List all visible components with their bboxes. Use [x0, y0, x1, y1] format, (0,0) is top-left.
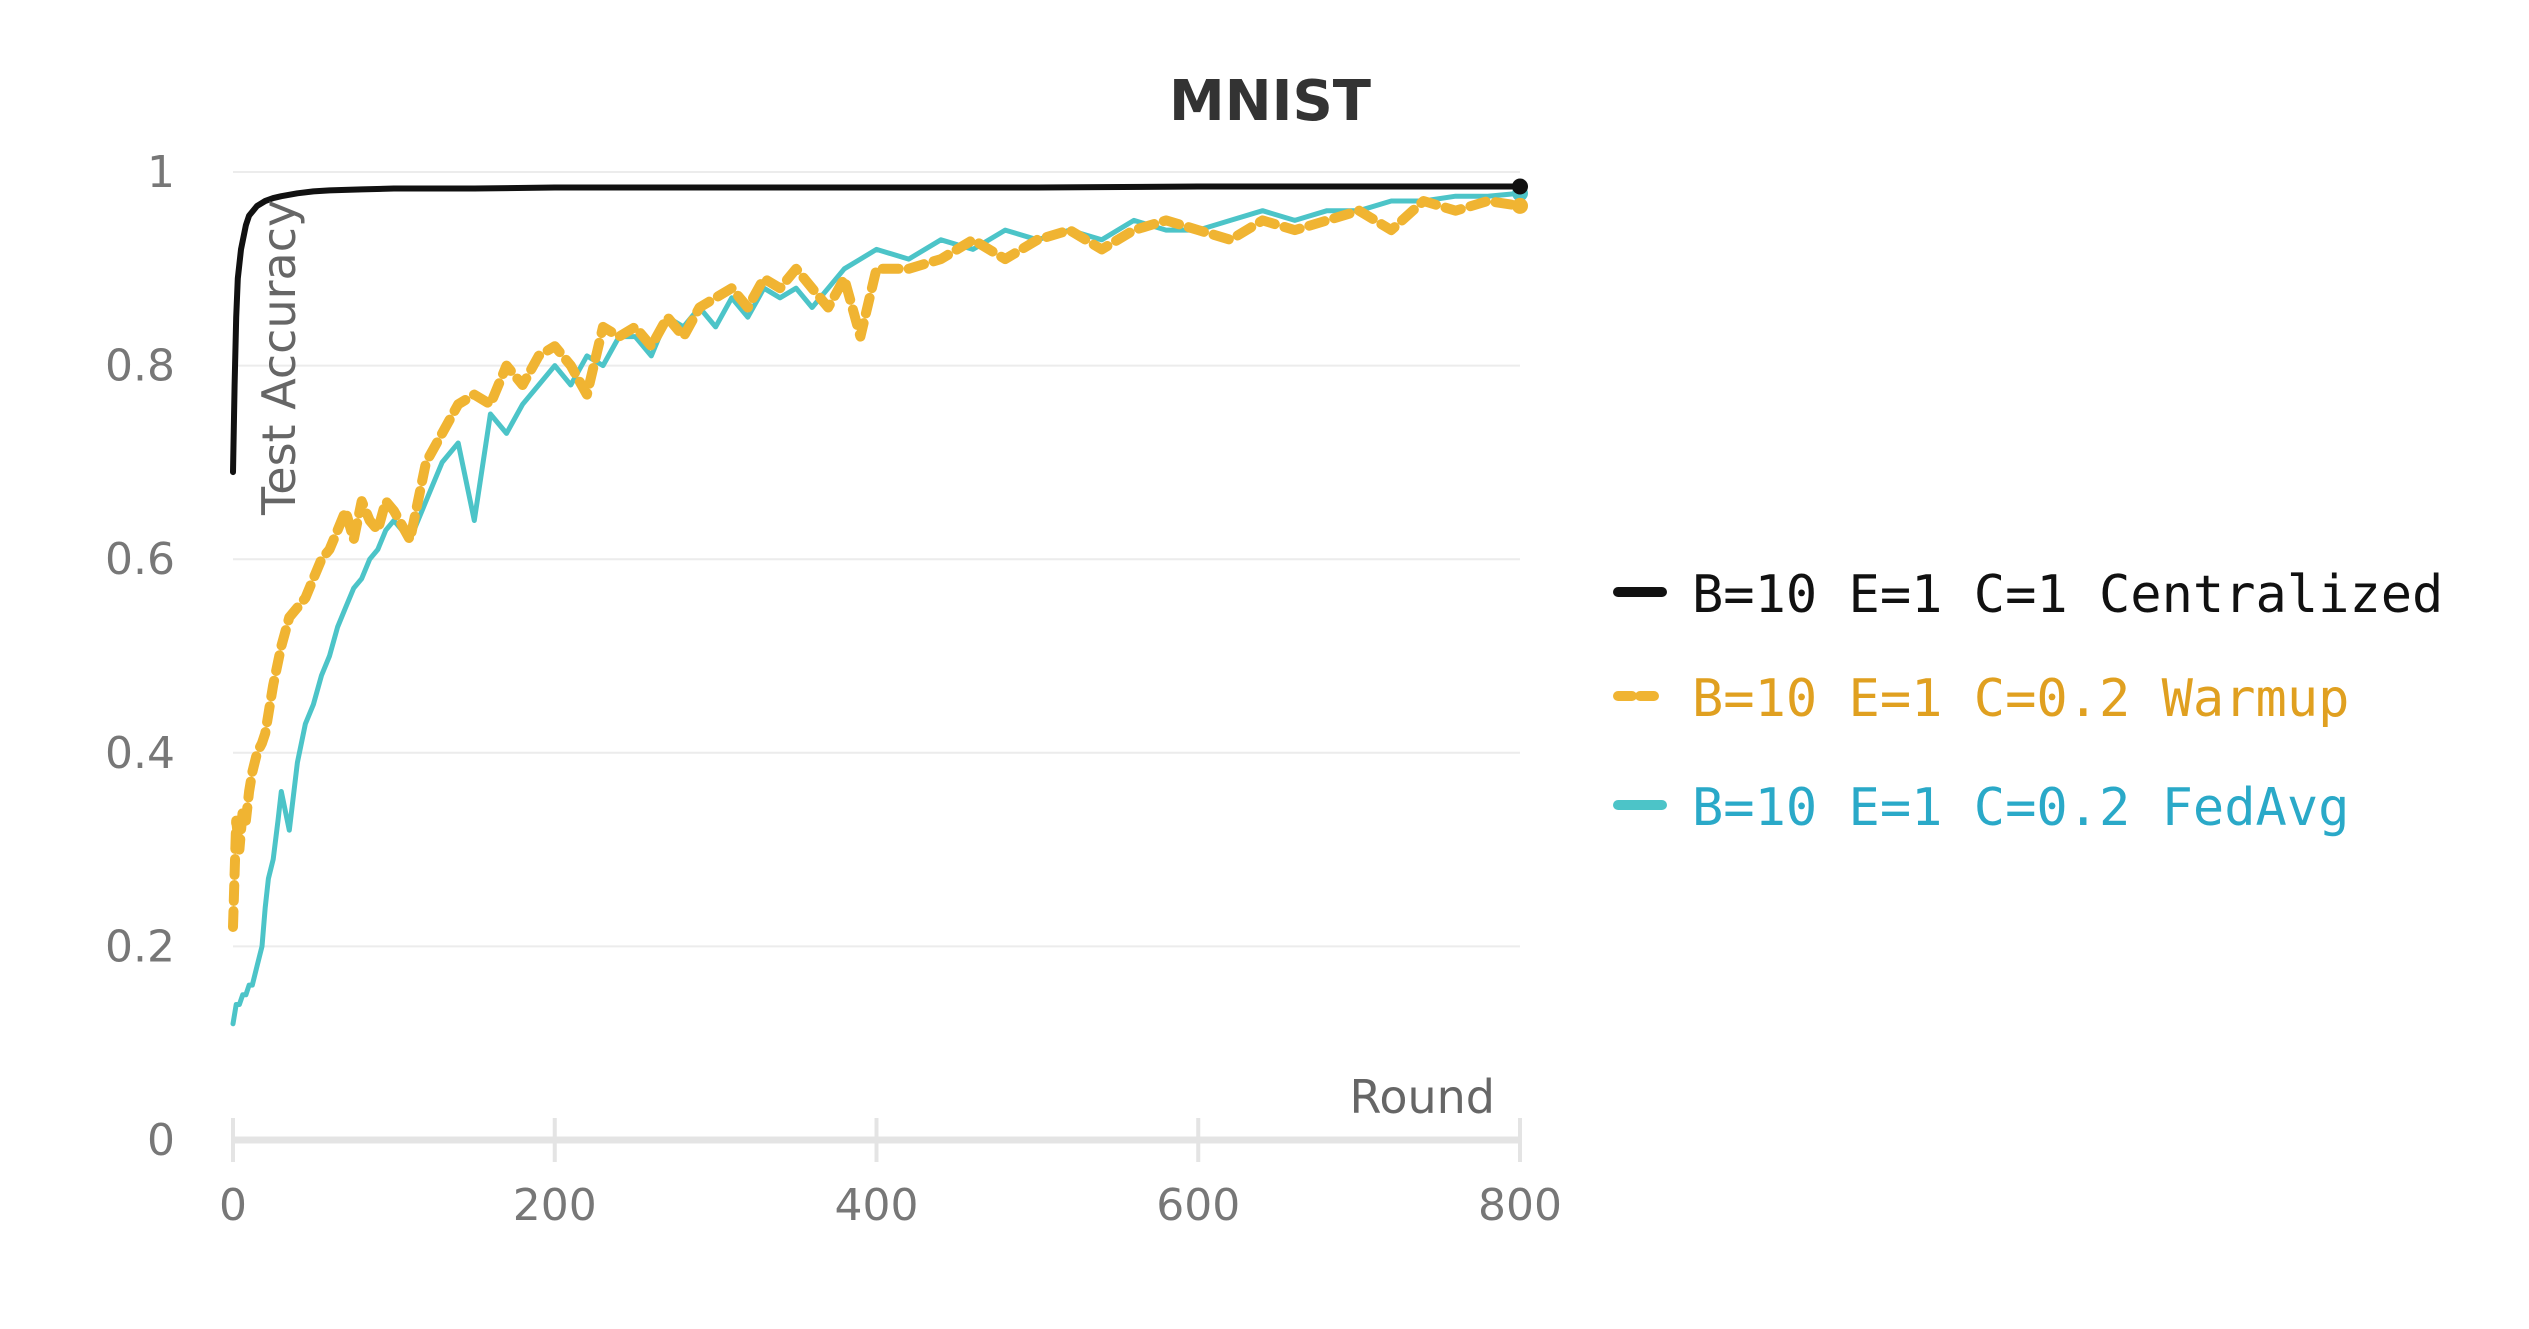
y-axis-label: Test Accuracy — [252, 200, 306, 516]
x-tick-label: 400 — [835, 1180, 919, 1231]
x-axis-label: Round — [1349, 1070, 1495, 1124]
x-tick-label: 800 — [1478, 1180, 1562, 1231]
y-axis: 0 0.2 0.4 0.6 0.8 1 — [105, 147, 175, 1166]
x-tick-label: 600 — [1156, 1180, 1240, 1231]
grid — [233, 171, 1520, 948]
y-tick-label: 0.2 — [105, 921, 175, 972]
legend: B=10 E=1 C=1 Centralized B=10 E=1 C=0.2 W… — [1613, 565, 2443, 838]
x-axis: 0 200 400 600 800 — [219, 1118, 1562, 1231]
chart-title: MNIST — [1169, 69, 1371, 134]
y-tick-label: 0.6 — [105, 534, 175, 585]
plot-area — [228, 178, 1528, 1027]
y-tick-label: 1 — [147, 147, 175, 198]
series-line-fedavg — [230, 190, 1523, 1027]
x-tick-label: 200 — [513, 1180, 597, 1231]
series-end-point — [1512, 197, 1528, 214]
legend-label: B=10 E=1 C=0.2 FedAvg — [1692, 778, 2349, 838]
legend-label: B=10 E=1 C=0.2 Warmup — [1692, 669, 2349, 729]
series-line-centralized — [230, 183, 1523, 476]
x-tick-label: 0 — [219, 1180, 247, 1231]
legend-label: B=10 E=1 C=1 Centralized — [1692, 565, 2443, 625]
series-end-point — [1512, 178, 1528, 195]
y-tick-label: 0.4 — [105, 728, 175, 779]
y-tick-label: 0 — [147, 1115, 175, 1166]
y-tick-label: 0.8 — [105, 341, 175, 392]
series-line-warmup — [228, 196, 1525, 932]
